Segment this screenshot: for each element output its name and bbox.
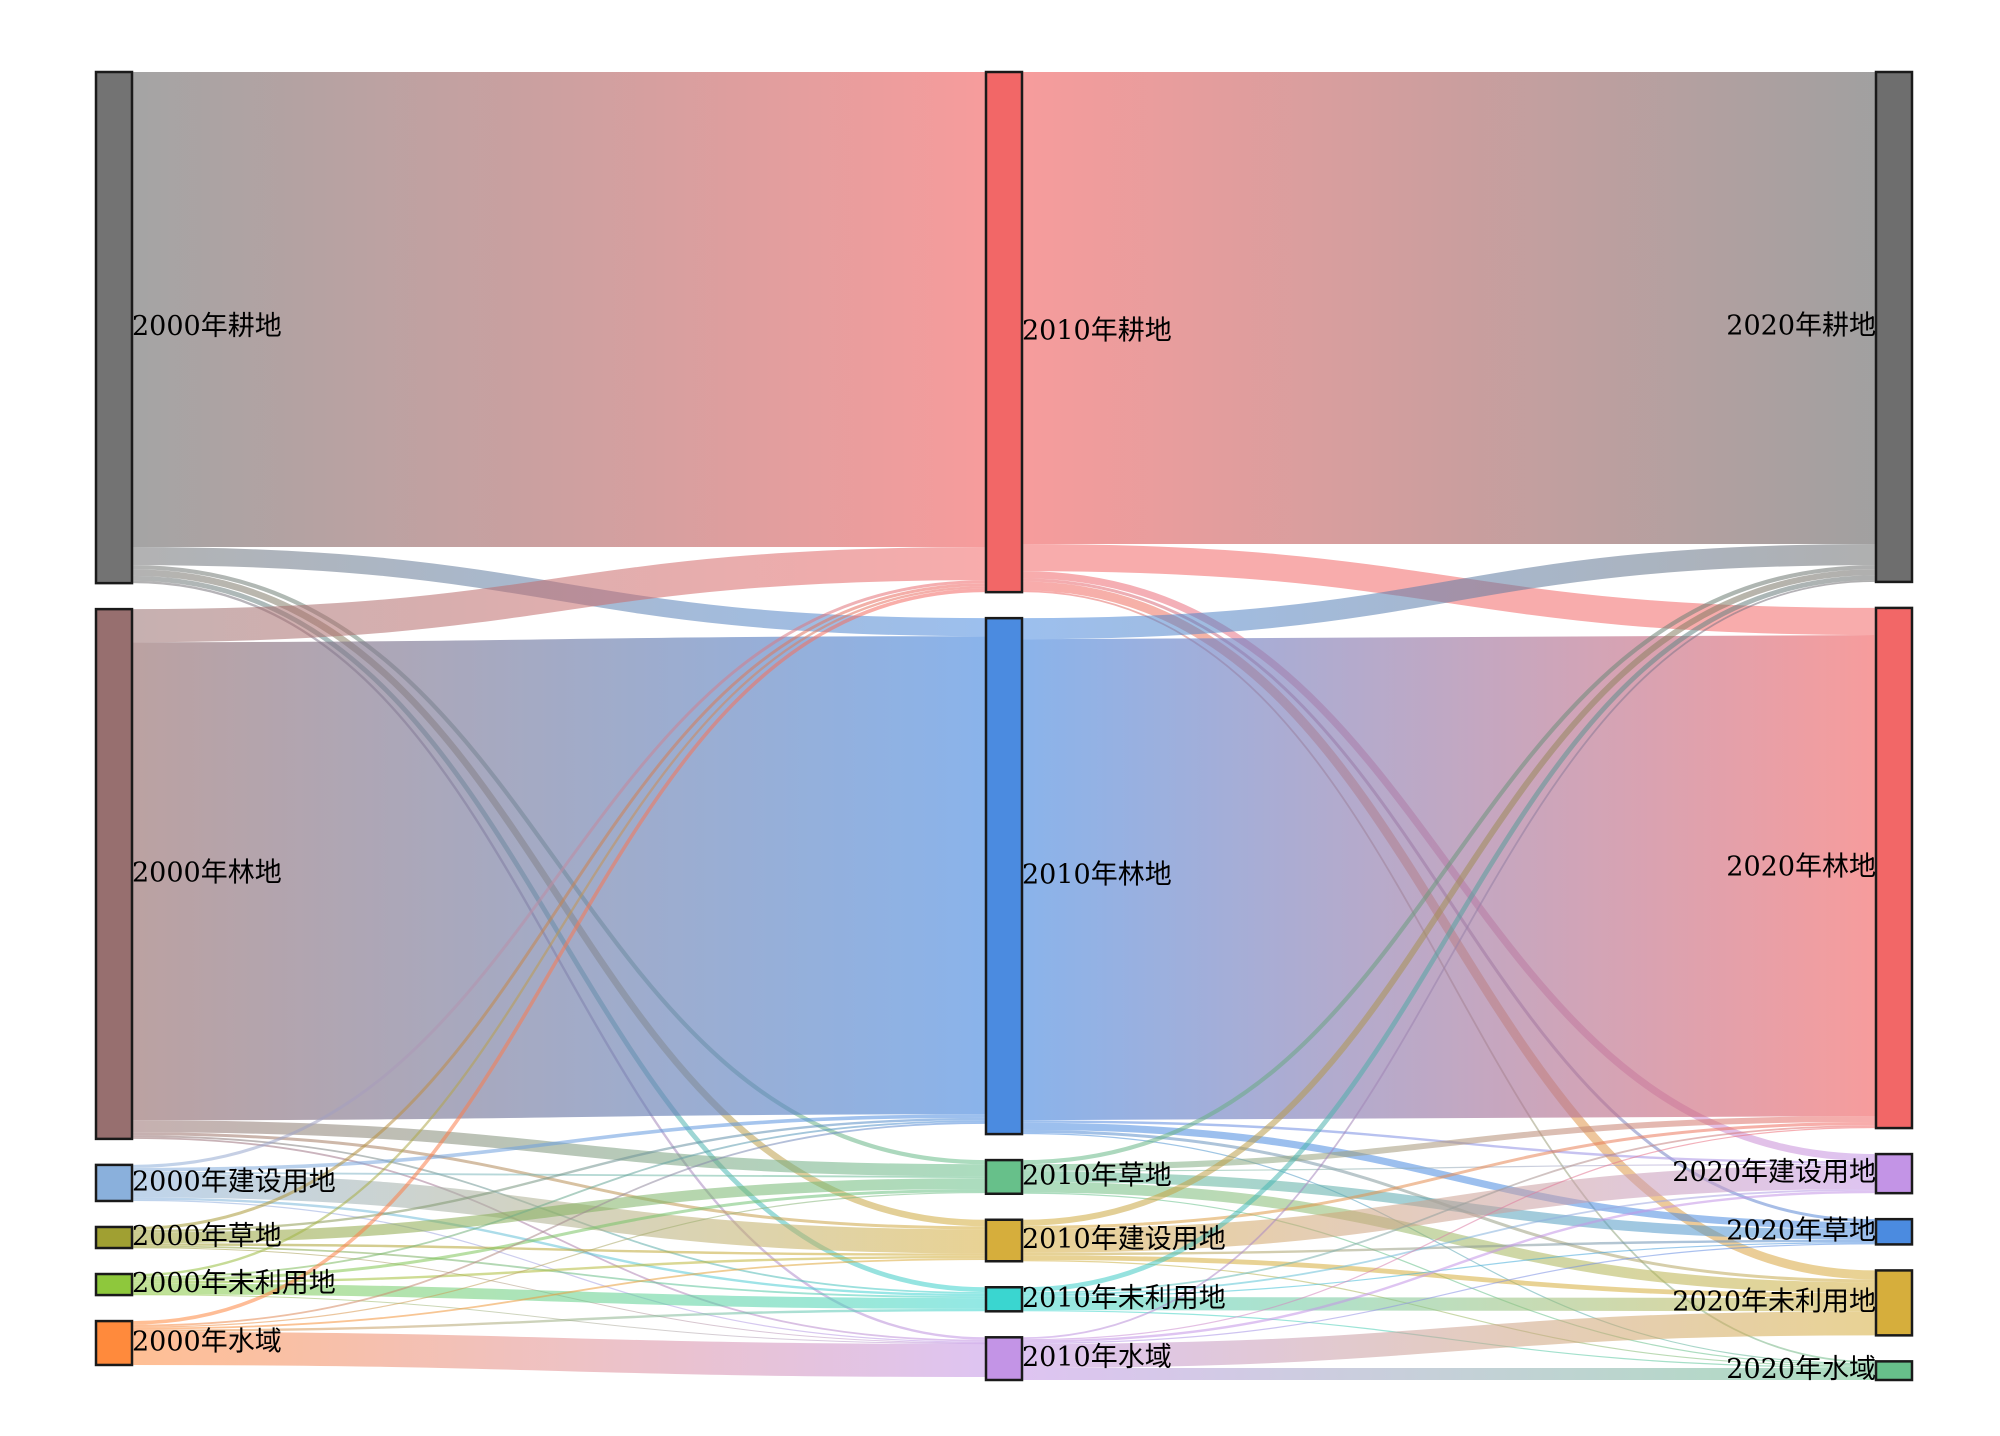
node-c2-lindi xyxy=(1874,606,1914,1130)
flow-c0-lindi-to-c1-jianshe xyxy=(131,1132,987,1230)
flow-c0-jianshe-to-c1-gengdi xyxy=(131,580,987,1168)
label-c2-gengdi: 2020年耕地 xyxy=(1726,310,1876,341)
label-c0-shuiyu: 2000年水域 xyxy=(132,1327,282,1358)
flow-c0-lindi-to-c1-gengdi xyxy=(131,547,987,643)
flow-c1-shuiyu-to-c2-weili xyxy=(1021,1311,1877,1368)
flow-c1-weili-to-c2-caodi xyxy=(1021,1242,1877,1297)
flow-c1-weili-to-c2-weili xyxy=(1021,1296,1877,1312)
label-c1-caodi: 2010年草地 xyxy=(1022,1160,1172,1191)
flow-links xyxy=(131,71,1877,1381)
flow-c1-jianshe-to-c2-lindi xyxy=(1021,1122,1877,1229)
flow-c1-jianshe-to-c2-caodi xyxy=(1021,1239,1877,1256)
flow-c0-weili-to-c1-gengdi xyxy=(131,586,987,1277)
node-c2-jianshe xyxy=(1874,1152,1914,1195)
flow-c1-caodi-to-c2-gengdi xyxy=(1021,565,1877,1165)
label-c2-lindi: 2020年林地 xyxy=(1726,851,1876,882)
flow-c1-jianshe-to-c2-gengdi xyxy=(1021,569,1877,1226)
flow-c1-caodi-to-c2-lindi xyxy=(1021,1116,1877,1171)
label-c1-jianshe: 2010年建设用地 xyxy=(1022,1224,1226,1255)
node-c1-weili xyxy=(984,1286,1024,1313)
flow-c0-shuiyu-to-c1-lindi xyxy=(131,1122,987,1327)
flow-c0-caodi-to-c1-caodi xyxy=(131,1178,987,1244)
flow-c1-weili-to-c2-lindi xyxy=(1021,1125,1877,1294)
label-c1-lindi: 2010年林地 xyxy=(1022,860,1172,891)
label-c1-weili: 2010年未利用地 xyxy=(1022,1283,1226,1314)
node-c1-caodi xyxy=(984,1158,1024,1196)
flow-c1-lindi-to-c2-gengdi xyxy=(1021,544,1877,640)
flow-c1-jianshe-to-c2-weili xyxy=(1021,1255,1877,1299)
flow-c0-jianshe-to-c1-lindi xyxy=(131,1114,987,1172)
flow-c1-caodi-to-c2-jianshe xyxy=(1021,1163,1877,1172)
node-c2-gengdi xyxy=(1874,70,1914,584)
flow-c0-lindi-to-c1-lindi xyxy=(131,636,987,1121)
node-c1-gengdi xyxy=(984,70,1024,594)
node-labels: 2000年耕地 2000年林地 2000年建设用地 2000年草地 2000年未利用地 2… xyxy=(132,310,1876,1385)
flow-c0-shuiyu-to-c1-caodi xyxy=(131,1191,987,1328)
label-c0-jianshe: 2000年建设用地 xyxy=(132,1166,336,1197)
flow-c1-shuiyu-to-c2-jianshe xyxy=(1021,1190,1877,1343)
flow-c0-shuiyu-to-c1-weili xyxy=(131,1308,987,1332)
flow-c0-jianshe-to-c1-weili xyxy=(131,1197,987,1297)
flow-c0-caodi-to-c1-gengdi xyxy=(131,583,987,1230)
node-c0-shuiyu xyxy=(94,1319,134,1367)
label-c1-gengdi: 2010年耕地 xyxy=(1022,316,1172,347)
flow-c0-caodi-to-c1-weili xyxy=(131,1245,987,1299)
flow-c0-lindi-to-c1-shuiyu xyxy=(131,1137,987,1342)
label-c0-weili: 2000年未利用地 xyxy=(132,1268,336,1299)
label-c0-gengdi: 2000年耕地 xyxy=(132,311,282,342)
node-c0-weili xyxy=(94,1272,134,1297)
node-c0-jianshe xyxy=(94,1163,134,1203)
node-c1-shuiyu xyxy=(984,1336,1024,1382)
flow-c1-shuiyu-to-c2-gengdi xyxy=(1021,580,1877,1340)
flow-c0-shuiyu-to-c1-jianshe xyxy=(131,1258,987,1330)
flow-c1-shuiyu-to-c2-lindi xyxy=(1021,1126,1877,1341)
node-c0-lindi xyxy=(94,607,134,1141)
node-c1-lindi xyxy=(984,616,1024,1136)
flow-c0-caodi-to-c1-jianshe xyxy=(131,1243,987,1256)
label-c1-shuiyu: 2010年水域 xyxy=(1022,1342,1172,1373)
flow-c1-jianshe-to-c2-shuiyu xyxy=(1021,1260,1877,1367)
flow-c0-weili-to-c1-weili xyxy=(131,1283,987,1309)
node-c2-shuiyu xyxy=(1874,1360,1914,1382)
node-c0-caodi xyxy=(94,1225,134,1250)
label-c2-jianshe: 2020年建设用地 xyxy=(1672,1157,1876,1188)
label-c0-lindi: 2000年林地 xyxy=(132,858,282,889)
label-c2-weili: 2020年未利用地 xyxy=(1672,1286,1876,1317)
flow-c0-shuiyu-to-c1-gengdi xyxy=(131,588,987,1325)
label-c2-shuiyu: 2020年水域 xyxy=(1726,1354,1876,1385)
node-c1-jianshe xyxy=(984,1218,1024,1263)
flow-c1-shuiyu-to-c2-caodi xyxy=(1021,1243,1877,1344)
flow-c1-caodi-to-c2-weili xyxy=(1021,1181,1877,1294)
node-c2-caodi xyxy=(1874,1217,1914,1246)
flow-c0-lindi-to-c1-caodi xyxy=(131,1120,987,1177)
label-c0-caodi: 2000年草地 xyxy=(132,1221,282,1252)
flow-c0-weili-to-c1-lindi xyxy=(131,1120,987,1279)
flow-c0-shuiyu-to-c1-shuiyu xyxy=(131,1331,987,1377)
flow-c1-weili-to-c2-gengdi xyxy=(1021,575,1877,1293)
flow-c1-weili-to-c2-jianshe xyxy=(1021,1188,1877,1296)
node-c2-weili xyxy=(1874,1269,1914,1337)
flow-c0-weili-to-c1-caodi xyxy=(131,1188,987,1282)
flow-c1-lindi-to-c2-lindi xyxy=(1021,634,1877,1121)
flow-c0-caodi-to-c1-lindi xyxy=(131,1117,987,1233)
nodes xyxy=(94,70,1914,1382)
label-c2-caodi: 2020年草地 xyxy=(1726,1215,1876,1246)
node-c0-gengdi xyxy=(94,70,134,585)
